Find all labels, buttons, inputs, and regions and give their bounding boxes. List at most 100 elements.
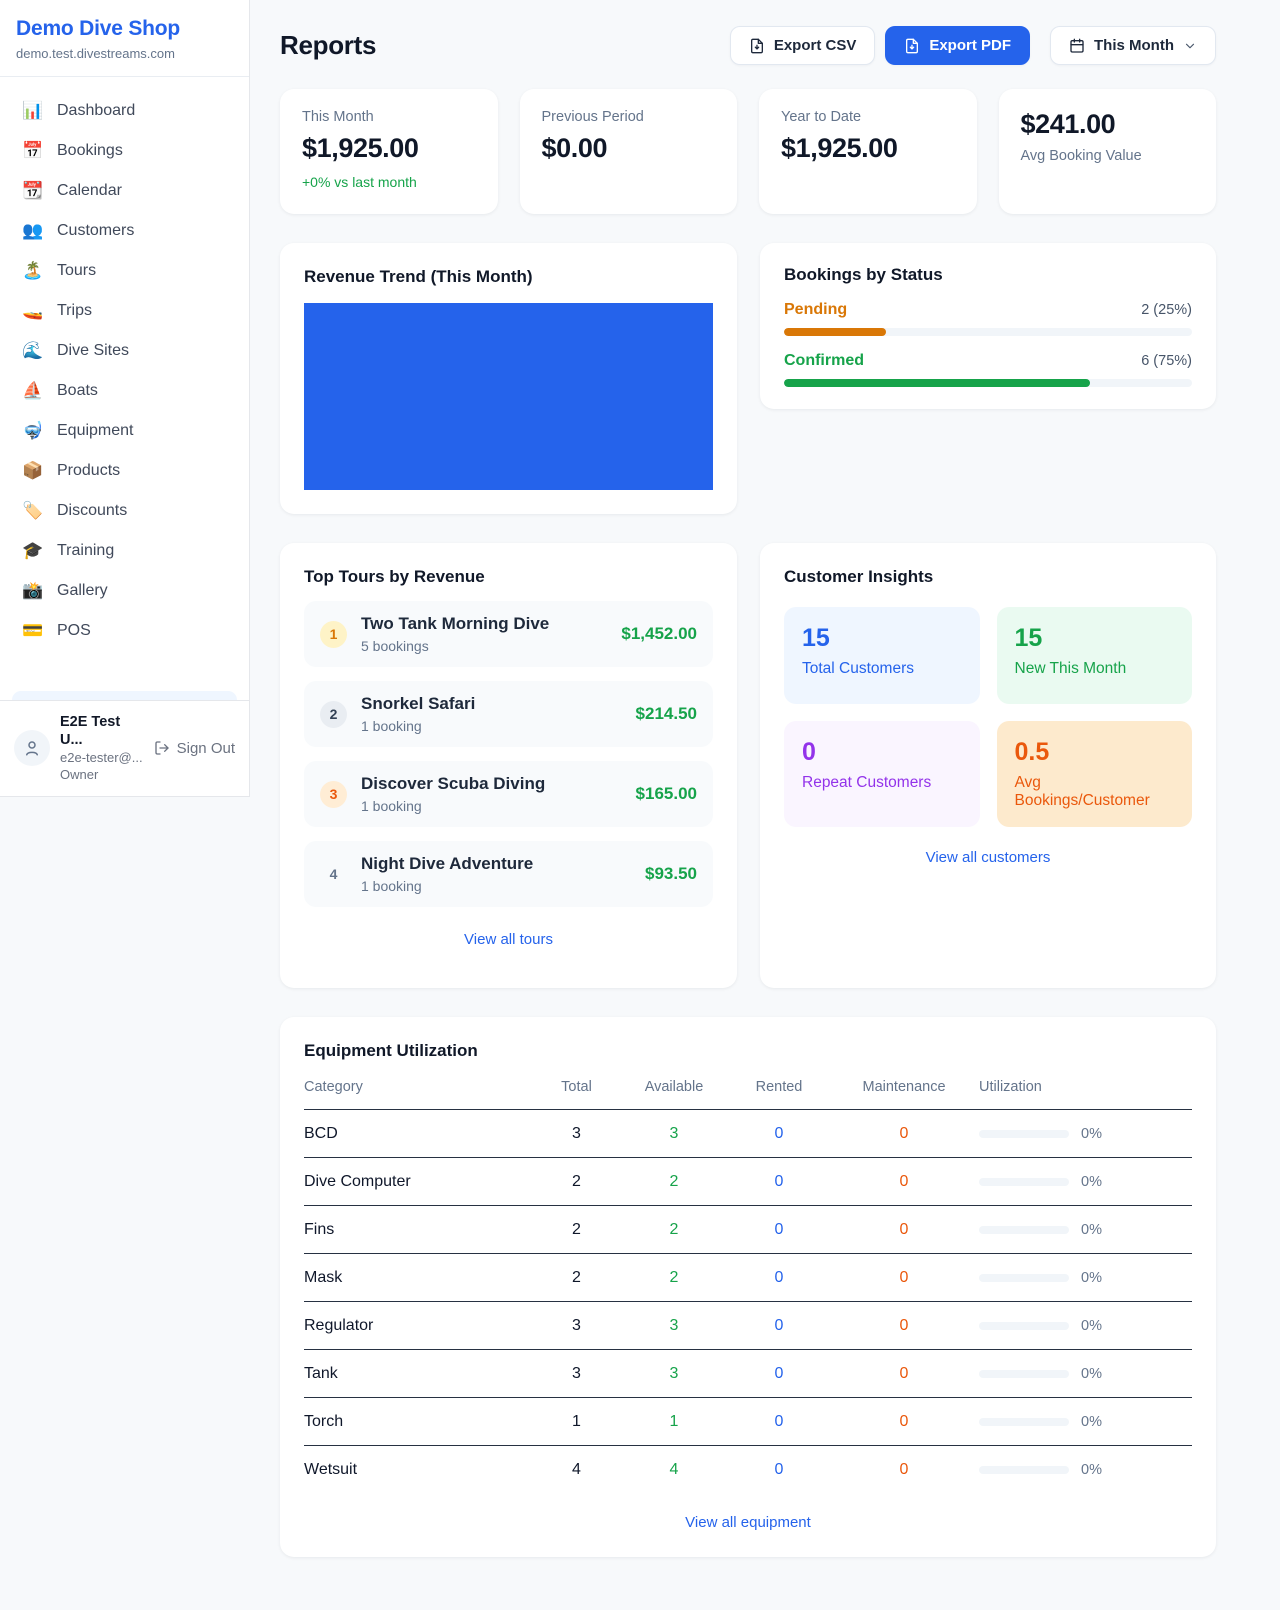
tile-value: 0.5 — [1014, 738, 1050, 766]
sidebar-item-training[interactable]: 🎓 Training — [12, 531, 237, 571]
cell-maintenance: 0 — [899, 1220, 909, 1238]
stat-label: Avg Booking Value — [1020, 148, 1142, 164]
package-icon: 📦 — [22, 461, 44, 480]
sidebar-item-pos[interactable]: 💳 POS — [12, 611, 237, 651]
tag-icon: 🏷️ — [22, 501, 44, 520]
tile-value: 0 — [802, 738, 816, 766]
cell-rented: 0 — [774, 1316, 784, 1334]
sidebar-item-dive-sites[interactable]: 🌊 Dive Sites — [12, 331, 237, 371]
file-download-icon — [750, 38, 763, 53]
sidebar-item-bookings[interactable]: 📅 Bookings — [12, 131, 237, 171]
sidebar-item-label: Training — [57, 542, 115, 559]
sidebar-item-label: Gallery — [57, 582, 108, 599]
sidebar-item-discounts[interactable]: 🏷️ Discounts — [12, 491, 237, 531]
period-dropdown[interactable]: This Month — [1050, 26, 1216, 65]
cell-available: 2 — [669, 1268, 679, 1286]
sidebar-item-label: Bookings — [57, 142, 123, 159]
sidebar-item-products[interactable]: 📦 Products — [12, 451, 237, 491]
sidebar-item-customers[interactable]: 👥 Customers — [12, 211, 237, 251]
export-pdf-button[interactable]: Export PDF — [885, 26, 1031, 65]
page-title: Reports — [280, 30, 377, 60]
rank-badge: 2 — [320, 700, 347, 728]
cell-available: 1 — [669, 1412, 679, 1430]
utilization-bar — [979, 1273, 1069, 1282]
equipment-utilization-card: Equipment Utilization Category Total Ava… — [280, 1017, 1216, 1557]
cell-total: 3 — [572, 1316, 581, 1334]
status-label: Pending — [784, 301, 848, 318]
chevron-down-icon — [1185, 43, 1195, 48]
customer-insights-card: Customer Insights 15 Total Customers 15 … — [760, 543, 1216, 988]
credit-card-icon: 💳 — [22, 621, 44, 640]
period-label: This Month — [1094, 37, 1174, 54]
utilization-percent: 0% — [1081, 1125, 1102, 1142]
utilization-percent: 0% — [1081, 1221, 1102, 1238]
sidebar-item-calendar[interactable]: 📆 Calendar — [12, 171, 237, 211]
graduation-cap-icon: 🎓 — [22, 541, 44, 560]
cell-available: 3 — [669, 1364, 679, 1382]
cell-utilization: 0% — [979, 1174, 1192, 1190]
view-all-equipment-link[interactable]: View all equipment — [685, 1514, 811, 1531]
status-label: Confirmed — [784, 352, 864, 369]
insight-tiles: 15 Total Customers 15 New This Month 0 R… — [784, 607, 1192, 827]
sidebar-item-tours[interactable]: 🏝️ Tours — [12, 251, 237, 291]
utilization-percent: 0% — [1081, 1173, 1102, 1190]
progress-fill — [784, 379, 1090, 387]
brand-domain: demo.test.divestreams.com — [16, 46, 175, 61]
cell-maintenance: 0 — [899, 1124, 909, 1142]
sidebar-item-reports-active-indicator[interactable] — [12, 690, 237, 700]
view-all-customers-link[interactable]: View all customers — [925, 849, 1051, 866]
sidebar-item-equipment[interactable]: 🤿 Equipment — [12, 411, 237, 451]
rank-badge: 1 — [320, 620, 347, 648]
sidebar-nav: 📊 Dashboard 📅 Bookings 📆 Calendar 👥 Customer… — [0, 77, 249, 691]
utilization-bar — [979, 1321, 1069, 1330]
tile-label: Repeat Customers — [802, 774, 932, 791]
sidebar-item-label: POS — [57, 622, 91, 639]
cell-utilization: 0% — [979, 1126, 1192, 1142]
cell-total: 4 — [572, 1461, 581, 1478]
tour-revenue: $214.50 — [635, 704, 697, 723]
camera-icon: 📸 — [22, 581, 44, 600]
sidebar-item-boats[interactable]: ⛵ Boats — [12, 371, 237, 411]
cell-maintenance: 0 — [899, 1364, 909, 1382]
page-header: Reports Export CSV Export PDF This Month — [280, 26, 1216, 65]
tour-bookings: 1 booking — [361, 718, 422, 734]
equipment-utilization-title: Equipment Utilization — [304, 1041, 478, 1060]
cell-rented: 0 — [774, 1461, 784, 1478]
top-tours-card: Top Tours by Revenue 1 Two Tank Morning … — [280, 543, 737, 988]
status-item-pending: Pending 2 (25%) — [784, 301, 1192, 336]
export-csv-label: Export CSV — [773, 37, 857, 54]
cell-category: Regulator — [304, 1316, 374, 1334]
sidebar-item-gallery[interactable]: 📸 Gallery — [12, 571, 237, 611]
tour-row[interactable]: 3 Discover Scuba Diving 1 booking $165.00 — [304, 761, 713, 827]
stats-row: This Month $1,925.00 +0% vs last month P… — [280, 89, 1216, 214]
status-count: 2 (25%) — [1141, 302, 1192, 318]
sidebar-item-dashboard[interactable]: 📊 Dashboard — [12, 91, 237, 131]
progress-track — [784, 328, 1192, 336]
utilization-percent: 0% — [1081, 1269, 1102, 1286]
cell-utilization: 0% — [979, 1270, 1192, 1286]
stat-card-year-to-date: Year to Date $1,925.00 — [759, 89, 977, 214]
sidebar-item-trips[interactable]: 🚤 Trips — [12, 291, 237, 331]
column-header-utilization: Utilization — [979, 1079, 1042, 1095]
avatar — [14, 730, 50, 767]
tour-row[interactable]: 2 Snorkel Safari 1 booking $214.50 — [304, 681, 713, 747]
tour-bookings: 1 booking — [361, 798, 422, 814]
table-row: Tank 3 3 0 0 0% — [304, 1350, 1192, 1398]
stat-label: Previous Period — [541, 109, 644, 125]
stat-card-this-month: This Month $1,925.00 +0% vs last month — [280, 89, 498, 214]
sign-out-button[interactable]: Sign Out — [154, 740, 235, 757]
person-icon — [26, 741, 38, 756]
tour-row[interactable]: 1 Two Tank Morning Dive 5 bookings $1,452… — [304, 601, 713, 667]
cell-rented: 0 — [774, 1172, 784, 1190]
column-header-maintenance: Maintenance — [862, 1079, 946, 1095]
tour-name: Discover Scuba Diving — [361, 774, 546, 793]
view-all-tours-link[interactable]: View all tours — [464, 931, 553, 948]
sidebar-item-label: Products — [57, 462, 121, 479]
tile-label: Total Customers — [802, 660, 914, 677]
export-csv-button[interactable]: Export CSV — [729, 26, 876, 65]
tour-row[interactable]: 4 Night Dive Adventure 1 booking $93.50 — [304, 841, 713, 907]
stat-label: Year to Date — [781, 109, 862, 125]
stat-card-previous-period: Previous Period $0.00 — [519, 89, 737, 214]
sidebar-item-label: Tours — [57, 262, 97, 279]
utilization-bar — [979, 1129, 1069, 1138]
